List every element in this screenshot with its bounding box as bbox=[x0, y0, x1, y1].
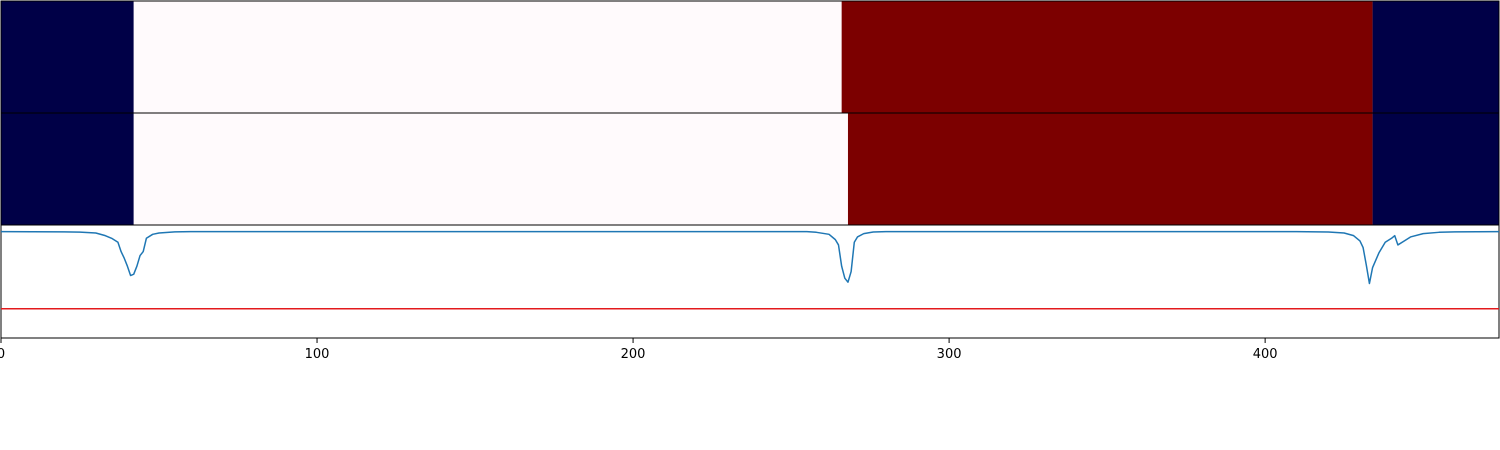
segment-1-4 bbox=[1372, 1, 1499, 113]
score-line bbox=[0, 230, 1500, 285]
x-tick-label: 200 bbox=[621, 347, 646, 362]
x-tick-label: 400 bbox=[1253, 347, 1278, 362]
x-tick-label: 300 bbox=[937, 347, 962, 362]
segment-2-3 bbox=[847, 113, 1373, 225]
segment-2-2 bbox=[133, 113, 848, 225]
segment-2-1 bbox=[1, 113, 134, 225]
x-tick-label: 0 bbox=[0, 347, 5, 362]
segment-1-3 bbox=[841, 1, 1373, 113]
segment-1-2 bbox=[133, 1, 842, 113]
score-frame bbox=[0, 224, 1500, 339]
x-tick-label: 100 bbox=[305, 347, 330, 362]
segment-2-4 bbox=[1372, 113, 1499, 225]
x-axis: 0 100 200 300 400 bbox=[0, 338, 1278, 362]
score-panel bbox=[0, 224, 1500, 339]
segment-1-1 bbox=[1, 1, 134, 113]
segmentation-tracks bbox=[0, 0, 1500, 226]
